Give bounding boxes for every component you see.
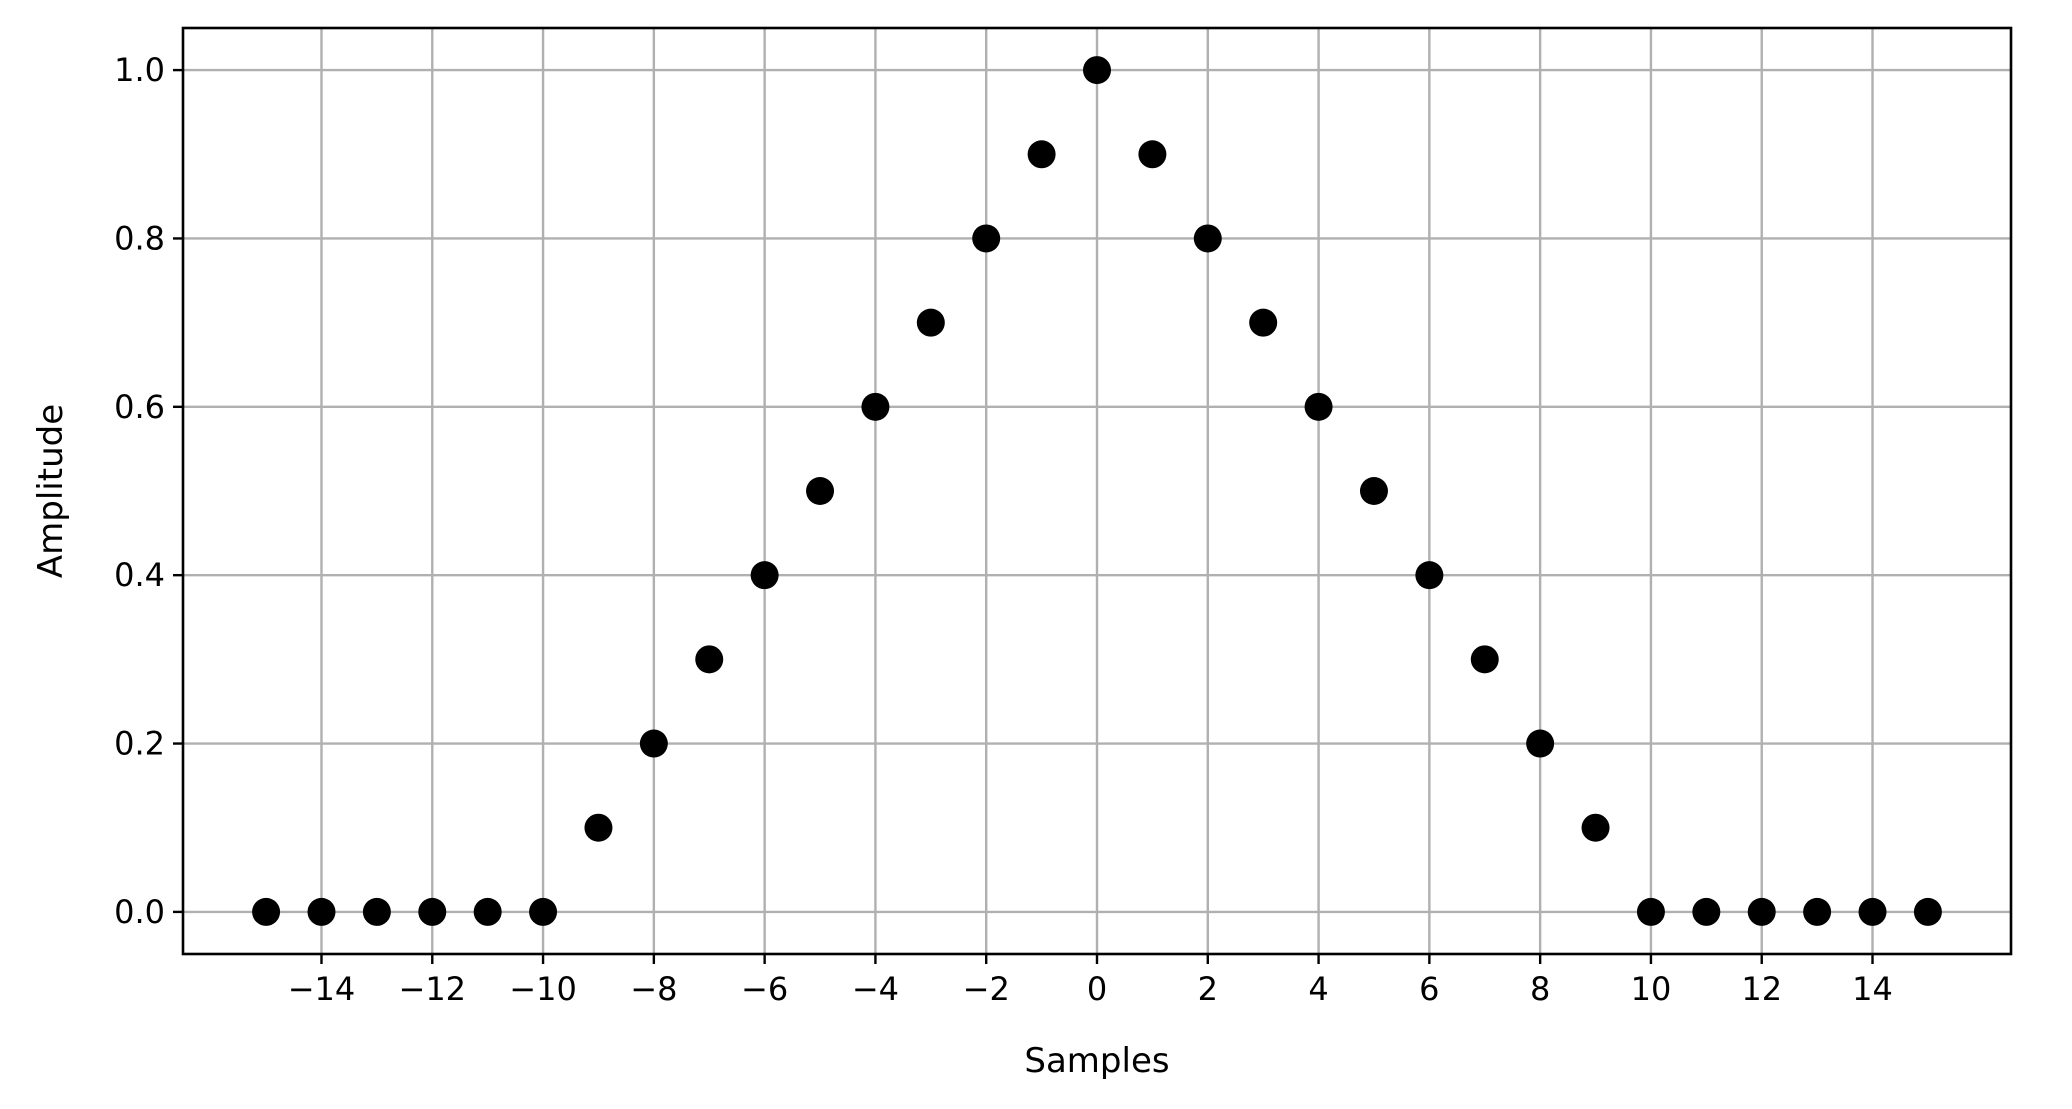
data-point bbox=[639, 729, 668, 758]
x-tick-label: 0 bbox=[1087, 970, 1107, 1008]
data-point bbox=[1083, 56, 1111, 85]
data-points bbox=[252, 56, 1942, 926]
x-tick-label: −10 bbox=[509, 970, 577, 1008]
data-point bbox=[1636, 897, 1665, 926]
x-tick-label: 10 bbox=[1631, 970, 1672, 1008]
data-point bbox=[861, 392, 890, 421]
data-point bbox=[1526, 729, 1555, 758]
plot-frame bbox=[181, 26, 2013, 956]
y-axis-label: Amplitude bbox=[31, 404, 71, 578]
data-point bbox=[1249, 308, 1278, 337]
data-point bbox=[1415, 561, 1444, 590]
data-point bbox=[1027, 140, 1056, 169]
data-point bbox=[750, 561, 779, 590]
y-tick-label: 0.4 bbox=[114, 556, 165, 594]
x-tick-label: −8 bbox=[630, 970, 677, 1008]
x-axis-label: Samples bbox=[1024, 1041, 1169, 1081]
x-tick-label: −4 bbox=[852, 970, 899, 1008]
x-tick-label: −14 bbox=[288, 970, 356, 1008]
data-point bbox=[1470, 645, 1499, 674]
x-tick-label: −12 bbox=[399, 970, 467, 1008]
data-point bbox=[1581, 813, 1610, 842]
data-point bbox=[695, 645, 724, 674]
x-tick-label: 14 bbox=[1852, 970, 1893, 1008]
y-tick-label: 0.6 bbox=[114, 388, 165, 426]
data-point bbox=[1747, 897, 1776, 926]
x-tick-label: 4 bbox=[1308, 970, 1328, 1008]
y-tick-label: 1.0 bbox=[114, 51, 165, 89]
x-tick-label: 2 bbox=[1198, 970, 1218, 1008]
data-point bbox=[1692, 897, 1721, 926]
x-tick-label: 12 bbox=[1741, 970, 1782, 1008]
data-point bbox=[252, 897, 281, 926]
tick-labels: −14 −12 −10 −8 −6 −4 −2 0 2 4 6 8 10 12 14 0.0 0.2 0.4 0.6… bbox=[114, 51, 1893, 1008]
axis-ticks bbox=[173, 68, 1874, 964]
data-point bbox=[584, 813, 613, 842]
x-tick-label: −2 bbox=[963, 970, 1010, 1008]
data-point bbox=[1913, 897, 1942, 926]
data-point bbox=[806, 477, 835, 505]
data-point bbox=[1138, 140, 1167, 169]
data-point bbox=[972, 224, 1001, 253]
x-tick-label: −6 bbox=[741, 970, 788, 1008]
data-point bbox=[1858, 897, 1887, 926]
data-point bbox=[529, 897, 558, 926]
y-tick-label: 0.8 bbox=[114, 219, 165, 257]
data-point bbox=[473, 897, 502, 926]
x-tick-label: 8 bbox=[1530, 970, 1550, 1008]
data-point bbox=[362, 897, 391, 926]
data-point bbox=[916, 308, 945, 337]
data-point bbox=[1359, 477, 1388, 505]
x-tick-label: 6 bbox=[1419, 970, 1439, 1008]
grid bbox=[183, 28, 2011, 954]
data-point bbox=[1193, 224, 1222, 253]
data-point bbox=[418, 897, 447, 926]
data-point bbox=[307, 897, 336, 926]
data-point bbox=[1304, 392, 1333, 421]
y-tick-label: 0.2 bbox=[114, 725, 165, 763]
data-point bbox=[1803, 897, 1832, 926]
y-tick-label: 0.0 bbox=[114, 893, 165, 931]
